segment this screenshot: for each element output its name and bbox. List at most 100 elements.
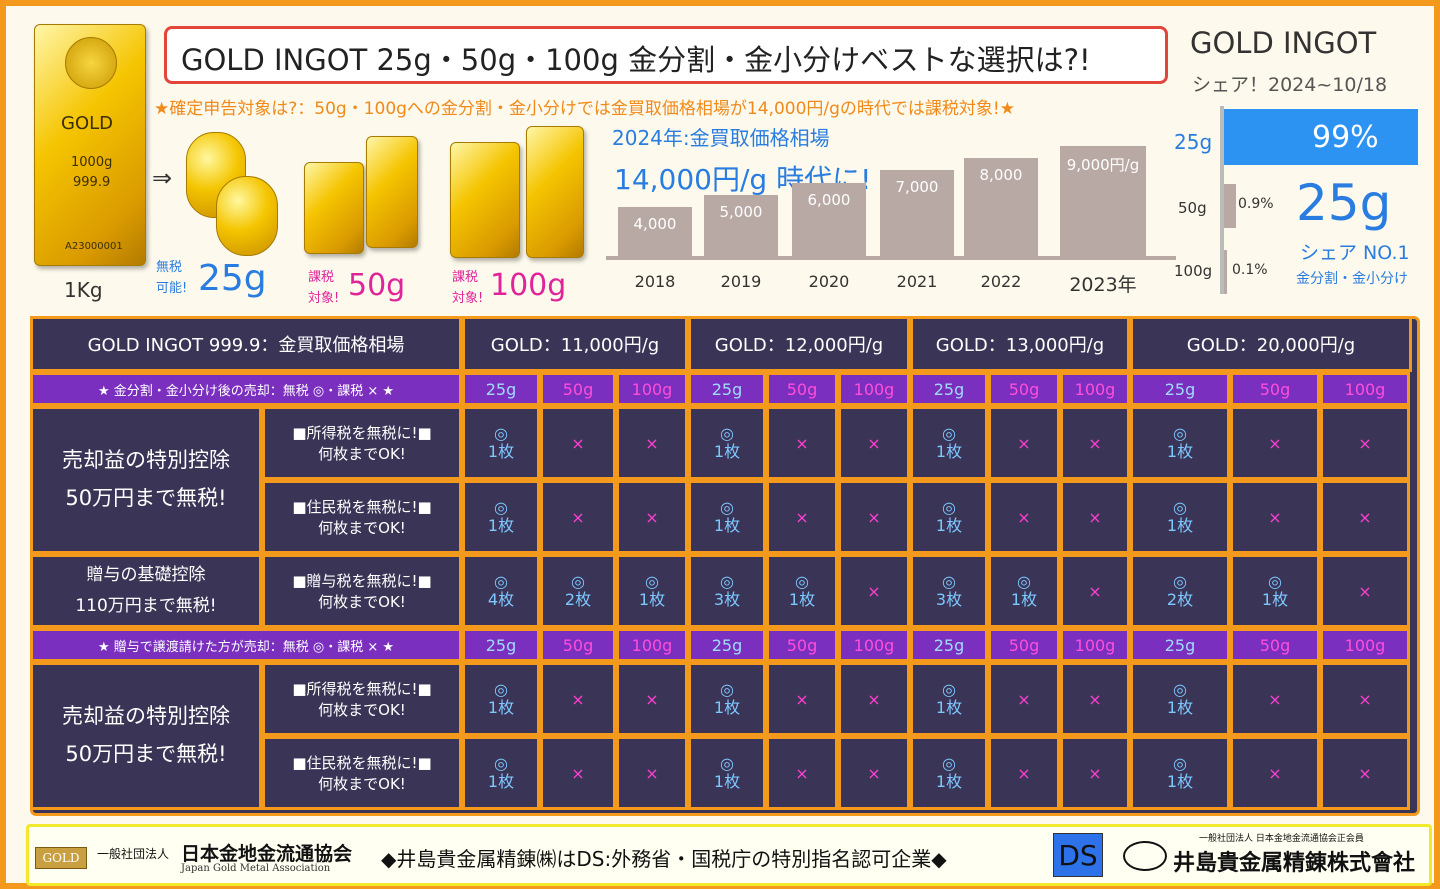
- taxable-mark: ×: [616, 736, 688, 810]
- double-circle-icon: ◎: [942, 754, 956, 774]
- gold-bar-50g-back: [366, 136, 418, 248]
- share-bar-100g: [1224, 250, 1227, 294]
- taxable-mark: ×: [1230, 406, 1320, 480]
- double-circle-icon: ◎: [1173, 424, 1187, 444]
- footer-message: ◆井島貴金属精錬㈱はDS:外務省・国税庁の特別指名認可企業◆: [381, 847, 947, 871]
- cross-icon: ×: [571, 763, 585, 783]
- chart-bar: 8,000: [964, 158, 1038, 256]
- chart-value-label: 9,000円/g: [1066, 156, 1140, 174]
- cross-icon: ×: [645, 507, 659, 527]
- weight-header: 50g: [540, 628, 616, 662]
- taxable-mark: ×: [988, 736, 1060, 810]
- taxable-mark: ×: [1060, 406, 1130, 480]
- double-circle-icon: ◎: [942, 572, 956, 592]
- cross-icon: ×: [867, 763, 881, 783]
- count-label: 1枚: [935, 772, 963, 791]
- tax-free-mark: ◎ 3枚: [688, 554, 766, 628]
- cross-icon: ×: [1358, 689, 1372, 709]
- cross-icon: ×: [1268, 433, 1282, 453]
- cross-icon: ×: [1017, 689, 1031, 709]
- coin-25g-back: [216, 176, 278, 256]
- weight-header: 50g: [1230, 372, 1320, 406]
- weight-header: 25g: [688, 628, 766, 662]
- section-title: 贈与の基礎控除 110万円まで無税!: [30, 554, 262, 628]
- tax-free-mark: ◎ 1枚: [688, 736, 766, 810]
- taxable-mark: ×: [540, 406, 616, 480]
- count-label: 1枚: [1166, 516, 1194, 535]
- price-header: GOLD：11,000円/g: [462, 316, 688, 372]
- label-50g: 50g: [348, 268, 406, 303]
- double-circle-icon: ◎: [720, 680, 734, 700]
- count-label: 3枚: [935, 590, 963, 609]
- row-label: ■住民税を無税に!■ 何枚までOK!: [262, 736, 462, 810]
- double-circle-icon: ◎: [720, 754, 734, 774]
- tax-free-mark: ◎ 1枚: [766, 554, 838, 628]
- tax-free-mark: ◎ 1枚: [462, 406, 540, 480]
- count-label: 1枚: [487, 698, 515, 717]
- double-circle-icon: ◎: [494, 572, 508, 592]
- gold-bar-100g-front: [450, 142, 520, 258]
- gold-badge: GOLD: [35, 847, 87, 869]
- double-circle-icon: ◎: [720, 572, 734, 592]
- cross-icon: ×: [571, 507, 585, 527]
- taxable-mark: ×: [838, 480, 910, 554]
- weight-header: 25g: [688, 372, 766, 406]
- tax-free-mark: ◎ 1枚: [462, 480, 540, 554]
- weight-header: 25g: [910, 628, 988, 662]
- double-circle-icon: ◎: [494, 680, 508, 700]
- taxable-mark: ×: [988, 662, 1060, 736]
- label-25g: 25g: [198, 258, 267, 299]
- tax-table-grid: GOLD INGOT 999.9：金買取価格相場 GOLD：11,000円/g GO…: [30, 316, 1420, 816]
- double-circle-icon: ◎: [942, 424, 956, 444]
- weight-header: 100g: [616, 372, 688, 406]
- double-circle-icon: ◎: [795, 572, 809, 592]
- gold-bar-1kg: GOLD 1000g 999.9 A23000001: [34, 24, 146, 266]
- tax-free-mark: ◎ 1枚: [910, 662, 988, 736]
- count-label: 2枚: [564, 590, 592, 609]
- cross-icon: ×: [867, 581, 881, 601]
- ds-logo: DS: [1053, 833, 1103, 877]
- arrow-icon: ⇒: [152, 164, 173, 192]
- chart-category-label: 2023年: [1069, 274, 1137, 296]
- chart-category-label: 2022: [980, 272, 1022, 291]
- count-label: 1枚: [487, 772, 515, 791]
- chart-value-label: 6,000: [807, 190, 851, 209]
- cross-icon: ×: [1268, 689, 1282, 709]
- cross-icon: ×: [1088, 689, 1102, 709]
- cross-icon: ×: [1088, 763, 1102, 783]
- tax-free-mark: ◎ 2枚: [540, 554, 616, 628]
- count-label: 1枚: [1166, 698, 1194, 717]
- chart-category-label: 2021: [896, 272, 938, 291]
- taxable-mark: ×: [540, 736, 616, 810]
- chart-category-label: 2019: [720, 272, 762, 291]
- count-label: 1枚: [935, 698, 963, 717]
- chart-bar: 6,000: [792, 182, 866, 256]
- count-label: 1枚: [1166, 772, 1194, 791]
- chart-category-label: 2020: [808, 272, 850, 291]
- double-circle-icon: ◎: [645, 572, 659, 592]
- count-label: 1枚: [1261, 590, 1289, 609]
- cross-icon: ×: [645, 763, 659, 783]
- share-heading: GOLD INGOT: [1190, 26, 1377, 60]
- weight-header: 50g: [540, 372, 616, 406]
- price-header: GOLD：20,000円/g: [1130, 316, 1412, 372]
- chart-value-label: 7,000: [895, 178, 939, 197]
- double-circle-icon: ◎: [720, 498, 734, 518]
- taxable-mark: ×: [766, 736, 838, 810]
- double-circle-icon: ◎: [494, 498, 508, 518]
- taxable-mark: ×: [616, 480, 688, 554]
- cross-icon: ×: [571, 689, 585, 709]
- mint-seal-icon: [65, 37, 117, 89]
- count-label: 3枚: [713, 590, 741, 609]
- weight-header: 50g: [988, 628, 1060, 662]
- company-name: 井島貴金属精錬株式會社: [1173, 850, 1416, 876]
- cross-icon: ×: [1017, 763, 1031, 783]
- footer: GOLD 一般社団法人 日本金地金流通協会 Japan Gold Metal A…: [26, 824, 1432, 886]
- cross-icon: ×: [1088, 433, 1102, 453]
- subtitle: ★確定申告対象は?：50g・100gへの金分割・金小分けでは金買取価格相場が14…: [154, 99, 1015, 119]
- double-circle-icon: ◎: [1173, 680, 1187, 700]
- weight-header: 100g: [1060, 372, 1130, 406]
- count-label: 1枚: [713, 772, 741, 791]
- chart-value-label: 5,000: [719, 202, 763, 221]
- cross-icon: ×: [1017, 433, 1031, 453]
